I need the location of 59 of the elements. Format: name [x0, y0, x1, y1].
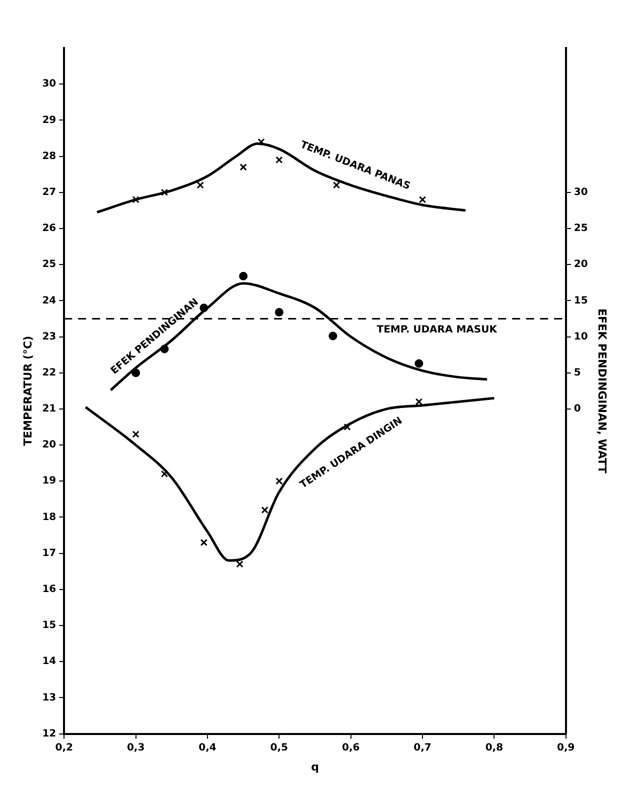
point: [236, 560, 244, 568]
y-tick-label: 24: [42, 295, 56, 306]
x-axis-title: q: [311, 760, 319, 774]
y-axis-title: TEMPERATUR (°C): [21, 336, 34, 446]
point: [276, 478, 283, 485]
point: [276, 156, 283, 164]
point: [132, 430, 140, 438]
y-tick-label: 29: [42, 114, 56, 126]
x-tick-label: 0,7: [414, 742, 432, 754]
point: [160, 188, 168, 196]
y2-tick-label: 30: [574, 186, 588, 198]
y-tick-label: 30: [42, 78, 56, 90]
point: [261, 506, 268, 514]
y2-tick-label: 0: [574, 404, 581, 415]
y-tick-label: 19: [42, 476, 56, 487]
y-tick-label: 17: [42, 548, 56, 559]
ref-line-label: TEMP. UDARA MASUK: [376, 324, 498, 336]
point: [239, 272, 248, 280]
point: [240, 164, 247, 171]
point: [332, 182, 340, 189]
x-tick-label: 0,4: [198, 742, 216, 754]
y-tick-label: 15: [42, 620, 56, 632]
point: [132, 196, 140, 204]
point: [196, 182, 204, 189]
y-tick-label: 23: [42, 331, 56, 342]
y-tick-label: 26: [42, 223, 56, 234]
y-tick-label: 18: [42, 512, 56, 523]
y2-tick-label: 25: [574, 223, 588, 234]
y2-tick-label: 10: [574, 331, 588, 342]
y-tick-label: 21: [42, 404, 56, 415]
point: [328, 332, 338, 340]
x-tick-label: 0,6: [342, 742, 360, 754]
point: [418, 196, 426, 204]
y-tick-label: 14: [42, 656, 56, 668]
y-tick-label: 20: [42, 440, 56, 451]
point: [344, 423, 351, 431]
x-tick-label: 0,2: [55, 742, 74, 754]
point: [160, 470, 168, 478]
y-tick-label: 25: [42, 259, 56, 270]
y-tick-label: 27: [42, 186, 56, 198]
point: [274, 308, 284, 316]
x-tick-label: 0,5: [270, 742, 288, 754]
point: [258, 138, 265, 146]
y2-axis-title: EFEK PENDINGINAN, WATT: [596, 308, 609, 474]
line-series: [96, 142, 467, 214]
y-tick-label: 12: [42, 728, 56, 740]
x-tick-label: 0,3: [126, 742, 145, 754]
point: [415, 398, 423, 406]
point: [414, 359, 424, 368]
y2-tick-label: 15: [574, 295, 588, 306]
x-tick-label: 0,8: [485, 742, 504, 754]
y2-tick-label: 20: [574, 259, 588, 270]
y-tick-label: 13: [42, 692, 56, 704]
y-tick-label: 16: [42, 584, 56, 596]
y2-tick-label: 5: [574, 367, 581, 378]
x-tick-label: 0,9: [557, 742, 575, 754]
y-tick-label: 22: [42, 367, 56, 378]
point: [200, 538, 208, 546]
y-tick-label: 28: [42, 150, 56, 162]
